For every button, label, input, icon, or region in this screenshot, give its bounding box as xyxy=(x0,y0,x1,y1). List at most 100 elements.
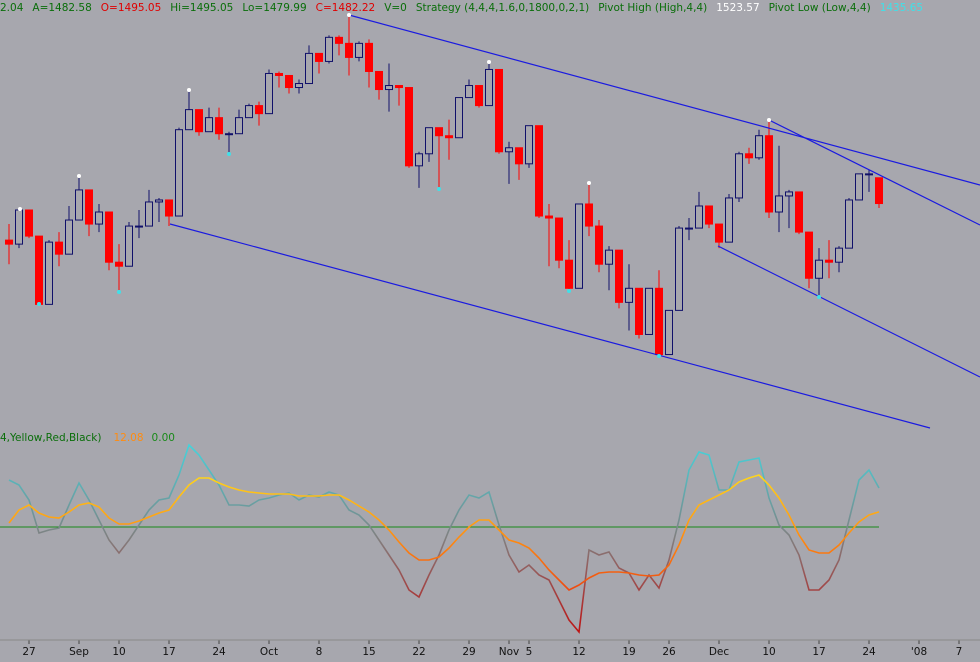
candle-body xyxy=(375,70,383,91)
candle-body xyxy=(825,259,833,263)
header-item: Pivot Low (Low,4,4) xyxy=(769,2,871,14)
header-item: Strategy (4,4,4,1.6,0,1800,0,2,1) xyxy=(416,2,589,14)
header-item: 1435.65 xyxy=(880,2,923,14)
indicator-value: 12.08 xyxy=(113,432,143,444)
candle-body xyxy=(405,87,413,167)
candle-body xyxy=(255,105,263,115)
pivot-low xyxy=(37,302,41,306)
x-tick-label: 29 xyxy=(462,646,475,658)
header-item: Lo=1479.99 xyxy=(242,2,306,14)
candle-body xyxy=(285,74,293,89)
candle-body xyxy=(115,261,123,267)
indicator-line xyxy=(8,474,880,591)
candle-body xyxy=(855,173,863,201)
candle-body xyxy=(625,287,633,303)
candle-body xyxy=(675,227,683,311)
candle-body xyxy=(45,241,53,305)
x-tick-label: 26 xyxy=(662,646,676,658)
x-tick-label: 10 xyxy=(762,646,775,658)
candle-body xyxy=(705,205,713,225)
candle-body xyxy=(845,199,853,249)
candle-body xyxy=(155,199,163,203)
candle-body xyxy=(445,135,453,139)
candle-body xyxy=(455,97,463,139)
candle-body xyxy=(605,249,613,265)
pivot-low xyxy=(227,152,231,156)
header-item: V=0 xyxy=(384,2,407,14)
candle-body xyxy=(685,227,693,230)
pivot-low xyxy=(657,354,661,358)
candle-body xyxy=(315,52,323,62)
candle-body xyxy=(695,205,703,229)
candle-body xyxy=(715,223,723,243)
candle-body xyxy=(725,197,733,243)
candle-body xyxy=(865,173,873,176)
candle-body xyxy=(275,72,283,76)
x-tick-label: 12 xyxy=(572,646,585,658)
candle-body xyxy=(775,195,783,213)
candle-body xyxy=(575,203,583,289)
candle-body xyxy=(25,209,33,237)
candle-body xyxy=(495,68,503,153)
candle-body xyxy=(345,42,353,58)
x-tick-label: 22 xyxy=(412,646,425,658)
x-tick-label: 5 xyxy=(526,646,533,658)
pivot-high xyxy=(187,88,191,92)
candle-body xyxy=(555,217,563,261)
plot: 27 Sep 10 17 24 Oct 8 15 22 29 Nov 5 12 19 26 Dec 10 17 24… xyxy=(0,15,962,658)
candle-body xyxy=(635,287,643,335)
candle-body xyxy=(185,109,193,131)
header-item: A=1482.58 xyxy=(32,2,91,14)
pivot-high xyxy=(767,118,771,122)
indicator-header: 4,Yellow,Red,Black) 12.08 0.00 xyxy=(0,432,175,444)
candle-body xyxy=(415,153,423,167)
x-tick-label: 17 xyxy=(162,646,175,658)
trend-line xyxy=(348,14,980,186)
candle-body xyxy=(815,259,823,279)
candle-body xyxy=(355,42,363,58)
candle-body xyxy=(35,235,43,305)
price-header: 2.04 A=1482.58 O=1495.05 Hi=1495.05 Lo=1479.… xyxy=(0,2,923,14)
pivot-high xyxy=(587,181,591,185)
candle-body xyxy=(165,199,173,217)
header-item: C=1482.22 xyxy=(316,2,376,14)
x-tick-label: '08 xyxy=(911,646,927,658)
candle-body xyxy=(105,211,113,263)
candle-body xyxy=(875,177,883,205)
candle-body xyxy=(745,153,753,159)
x-tick-label: 15 xyxy=(362,646,375,658)
candle-body xyxy=(265,72,273,115)
indicator-line xyxy=(8,443,880,634)
candle-body xyxy=(135,225,143,228)
header-item: Pivot High (High,4,4) xyxy=(598,2,707,14)
candle-body xyxy=(175,129,183,217)
candle-body xyxy=(65,219,73,255)
candle-body xyxy=(145,201,153,227)
x-tick-label: Nov xyxy=(499,646,520,658)
candle-body xyxy=(835,247,843,263)
candle-body xyxy=(245,105,253,119)
reference-label: 0.00 xyxy=(152,432,175,444)
candle-body xyxy=(525,125,533,165)
candle-body xyxy=(535,125,543,217)
pivot-dots xyxy=(18,13,821,358)
pivot-high xyxy=(347,13,351,17)
pivot-low xyxy=(117,290,121,294)
candle-body xyxy=(805,231,813,279)
pivot-high xyxy=(487,60,491,64)
candle-body xyxy=(235,117,243,135)
candle-body xyxy=(465,85,473,99)
candle-body xyxy=(215,117,223,135)
x-tick-label: Sep xyxy=(69,646,89,658)
candle-body xyxy=(295,83,303,89)
candle-body xyxy=(85,189,93,225)
candle-body xyxy=(75,189,83,221)
candle-body xyxy=(205,117,213,133)
candle-body xyxy=(765,135,773,213)
candle-body xyxy=(755,135,763,159)
trend-line xyxy=(717,245,980,378)
candle-body xyxy=(505,147,513,153)
candle-body xyxy=(435,127,443,137)
header-item: 2.04 xyxy=(0,2,24,14)
